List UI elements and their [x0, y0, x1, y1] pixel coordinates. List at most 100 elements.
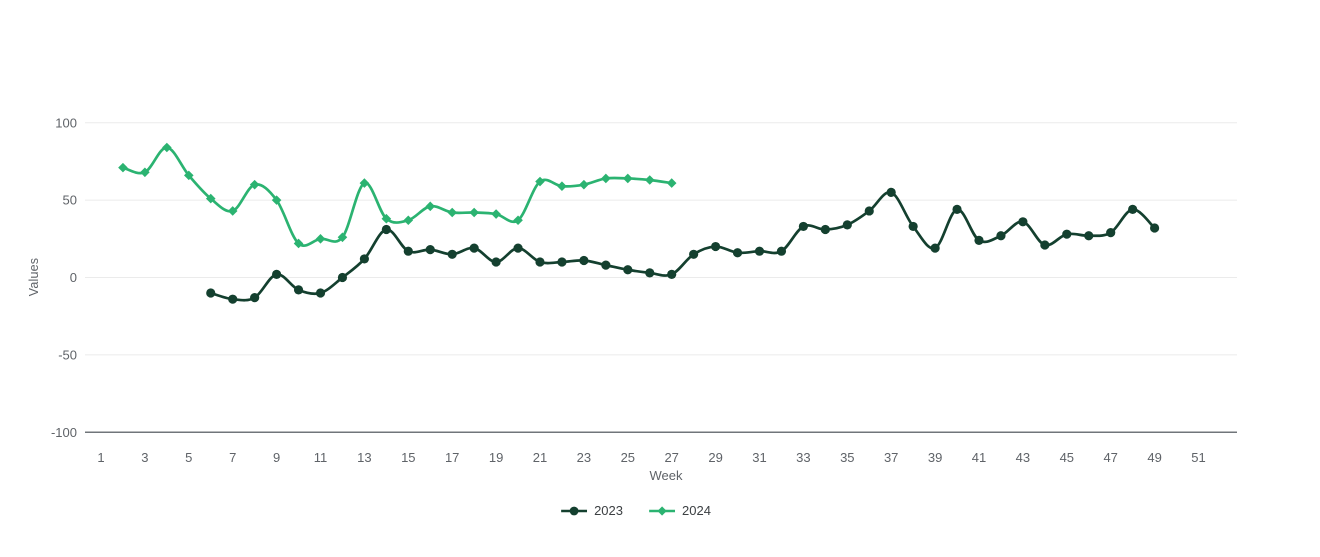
data-point-marker-2023[interactable] — [579, 255, 589, 266]
data-point-marker-2024[interactable] — [666, 178, 677, 188]
data-point-marker-2024[interactable] — [469, 207, 479, 218]
legend-item-2024[interactable]: 2024 — [649, 503, 711, 518]
y-tick-label: -50 — [58, 347, 77, 362]
data-point-marker-2023[interactable] — [206, 288, 216, 298]
data-point-marker-2023[interactable] — [776, 246, 787, 256]
data-point-marker-2023[interactable] — [491, 257, 501, 267]
data-point-marker-2024[interactable] — [425, 201, 436, 212]
x-tick-label: 11 — [314, 450, 328, 465]
data-point-marker-2023[interactable] — [886, 187, 896, 197]
data-point-marker-2023[interactable] — [842, 220, 852, 230]
data-point-marker-2023[interactable] — [864, 206, 874, 216]
data-point-marker-2023[interactable] — [798, 221, 809, 232]
x-tick-label: 9 — [273, 450, 280, 465]
data-point-marker-2023[interactable] — [996, 231, 1006, 241]
x-tick-label: 43 — [1016, 450, 1030, 465]
data-point-marker-2024[interactable] — [557, 181, 567, 191]
data-point-marker-2023[interactable] — [754, 246, 765, 256]
x-tick-label: 35 — [840, 450, 854, 465]
data-point-marker-2024[interactable] — [184, 170, 194, 181]
data-point-marker-2023[interactable] — [689, 249, 699, 259]
data-point-marker-2024[interactable] — [249, 179, 260, 190]
legend-item-2023[interactable]: 2023 — [561, 503, 623, 518]
x-tick-label: 19 — [489, 450, 503, 465]
data-point-marker-2023[interactable] — [425, 245, 435, 255]
data-point-marker-2024[interactable] — [337, 232, 348, 243]
data-point-marker-2024[interactable] — [315, 234, 326, 244]
x-tick-label: 25 — [621, 450, 635, 465]
x-tick-label: 5 — [185, 450, 192, 465]
x-tick-label: 31 — [752, 450, 766, 465]
data-point-marker-2024[interactable] — [644, 175, 655, 185]
data-point-marker-2023[interactable] — [667, 269, 677, 280]
x-axis-title: Week — [649, 468, 683, 483]
x-tick-label: 39 — [928, 450, 942, 465]
data-point-marker-2024[interactable] — [447, 207, 457, 218]
chart-legend: 2023 2024 — [561, 503, 711, 518]
data-point-marker-2023[interactable] — [952, 204, 962, 215]
data-point-marker-2024[interactable] — [140, 167, 150, 178]
data-point-marker-2023[interactable] — [623, 265, 633, 275]
data-point-marker-2024[interactable] — [403, 215, 414, 226]
data-point-marker-2023[interactable] — [535, 257, 545, 267]
x-tick-label: 27 — [664, 450, 678, 465]
data-point-marker-2024[interactable] — [579, 179, 589, 190]
data-point-marker-2023[interactable] — [1018, 217, 1028, 227]
data-point-marker-2024[interactable] — [623, 173, 633, 184]
data-point-marker-2023[interactable] — [359, 254, 369, 264]
x-tick-label: 51 — [1191, 450, 1205, 465]
x-tick-label: 23 — [577, 450, 591, 465]
data-point-marker-2023[interactable] — [820, 224, 830, 235]
data-point-marker-2023[interactable] — [711, 241, 721, 252]
data-point-marker-2023[interactable] — [1150, 223, 1160, 233]
data-point-marker-2023[interactable] — [381, 224, 391, 235]
x-tick-label: 41 — [972, 450, 986, 465]
legend-label-2023: 2023 — [594, 503, 623, 518]
data-point-marker-2024[interactable] — [381, 213, 392, 224]
data-point-marker-2023[interactable] — [645, 268, 655, 278]
legend-label-2024: 2024 — [682, 503, 711, 518]
legend-marker-shape — [657, 505, 667, 516]
data-point-marker-2023[interactable] — [293, 285, 304, 295]
data-point-marker-2024[interactable] — [118, 162, 128, 173]
y-tick-label: -100 — [51, 425, 77, 440]
data-point-marker-2023[interactable] — [557, 257, 567, 267]
data-point-marker-2023[interactable] — [315, 288, 326, 298]
data-point-marker-2023[interactable] — [601, 260, 611, 270]
data-point-marker-2023[interactable] — [930, 243, 940, 253]
data-point-marker-2024[interactable] — [205, 193, 216, 204]
data-point-marker-2024[interactable] — [293, 238, 304, 249]
data-point-marker-2023[interactable] — [1062, 229, 1072, 239]
data-point-marker-2023[interactable] — [337, 272, 348, 283]
data-point-marker-2023[interactable] — [272, 269, 282, 280]
data-point-marker-2023[interactable] — [908, 221, 918, 232]
data-point-marker-2024[interactable] — [227, 206, 238, 216]
data-point-marker-2023[interactable] — [513, 243, 523, 253]
data-point-marker-2023[interactable] — [228, 294, 238, 304]
x-tick-label: 1 — [97, 450, 104, 465]
data-point-marker-2023[interactable] — [469, 243, 479, 253]
x-tick-label: 21 — [533, 450, 547, 465]
data-point-marker-2023[interactable] — [403, 246, 413, 256]
x-tick-label: 47 — [1103, 450, 1117, 465]
data-point-marker-2024[interactable] — [601, 173, 611, 184]
data-point-marker-2023[interactable] — [732, 248, 743, 258]
data-point-marker-2023[interactable] — [447, 249, 457, 259]
x-tick-label: 37 — [884, 450, 898, 465]
data-point-marker-2024[interactable] — [359, 178, 370, 188]
data-point-marker-2023[interactable] — [1128, 204, 1138, 215]
data-point-marker-2023[interactable] — [1040, 240, 1050, 250]
data-point-marker-2024[interactable] — [271, 195, 282, 205]
data-point-marker-2024[interactable] — [513, 215, 523, 226]
data-point-marker-2024[interactable] — [491, 209, 501, 219]
data-point-marker-2024[interactable] — [162, 142, 172, 153]
data-point-marker-2023[interactable] — [250, 293, 260, 303]
data-point-marker-2023[interactable] — [1106, 228, 1116, 238]
x-tick-label: 33 — [796, 450, 810, 465]
legend-marker-2023-icon — [561, 506, 588, 515]
data-point-marker-2023[interactable] — [974, 235, 984, 245]
y-tick-label: 0 — [70, 270, 77, 285]
data-point-marker-2024[interactable] — [535, 176, 545, 187]
data-point-marker-2023[interactable] — [1084, 231, 1094, 241]
